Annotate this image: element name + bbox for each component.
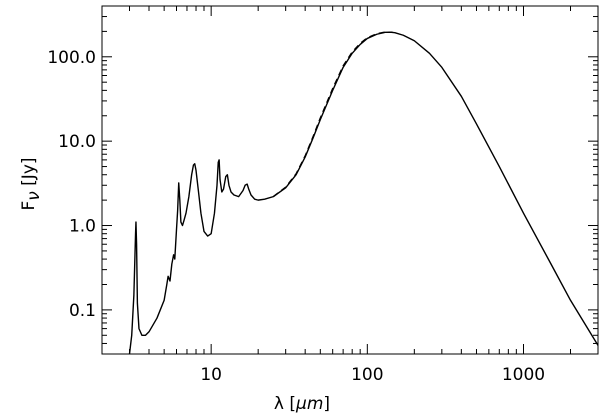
- x-tick-label: 100: [351, 365, 383, 385]
- plot-frame: [101, 5, 599, 355]
- y-tick-label: 100.0: [47, 48, 96, 68]
- series-layer: [128, 31, 599, 355]
- x-tick-label: 10: [200, 365, 222, 385]
- y-tick-label: 0.1: [69, 301, 96, 321]
- tick-labels: 10 100 1000 0.1 1.0 10.0 100.0: [47, 48, 545, 385]
- solid-series-line: [128, 31, 599, 355]
- dashed-series-line: [272, 31, 393, 198]
- y-tick-label: 1.0: [69, 217, 96, 237]
- y-axis-label: Fν [Jy]: [19, 157, 44, 210]
- x-axis-label: λ [μm]: [274, 394, 330, 414]
- y-tick-label: 10.0: [58, 132, 96, 152]
- x-tick-label: 1000: [502, 365, 545, 385]
- axis-ticks: [101, 5, 599, 355]
